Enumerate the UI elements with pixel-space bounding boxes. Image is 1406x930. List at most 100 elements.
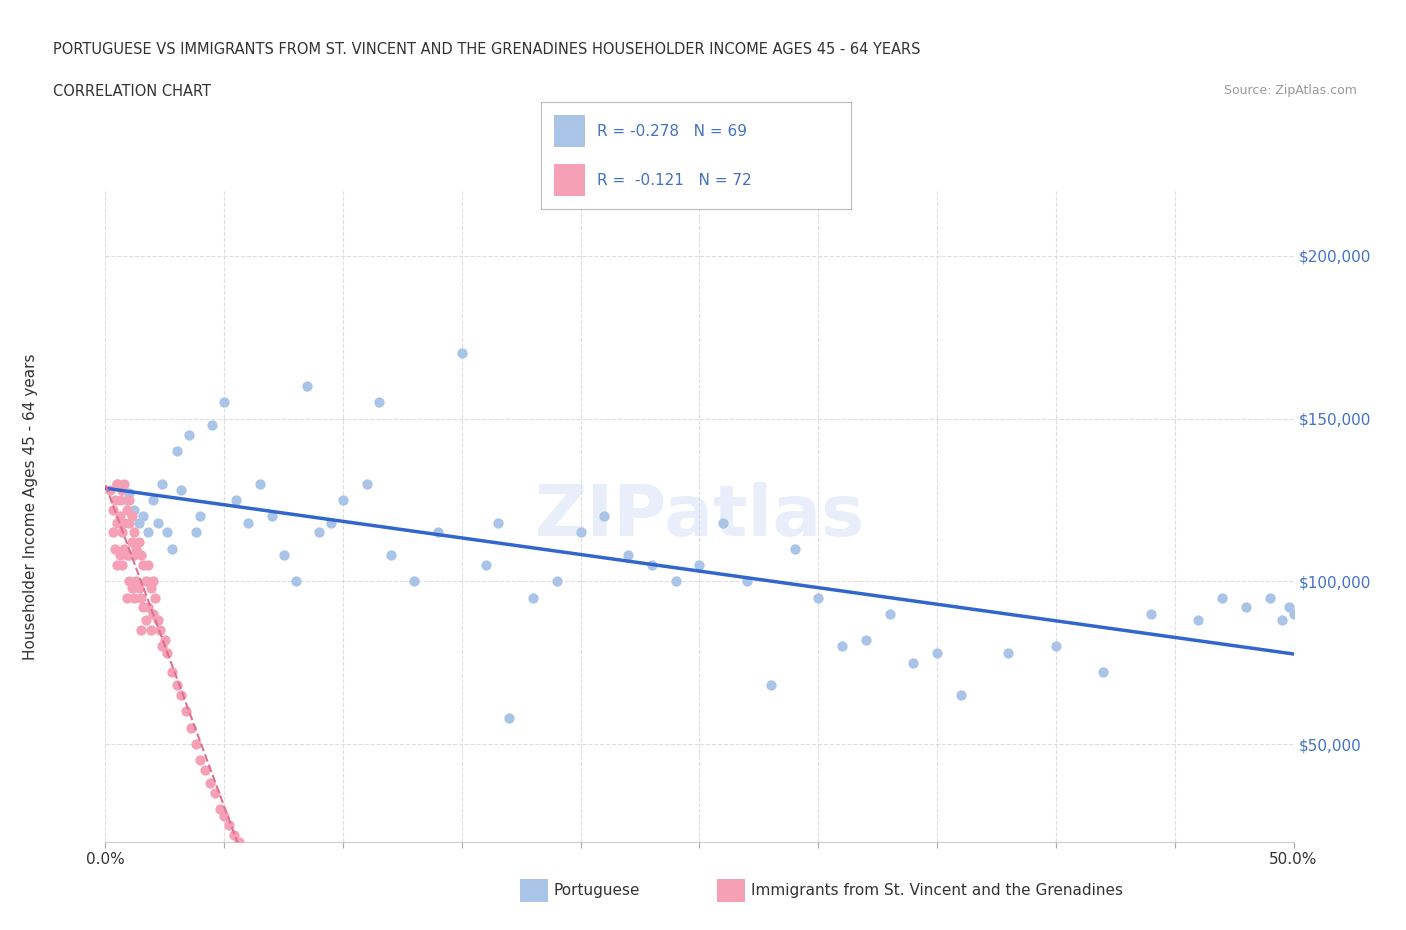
Text: R = -0.278   N = 69: R = -0.278 N = 69 bbox=[598, 124, 747, 139]
Point bbox=[108, 548, 131, 563]
Point bbox=[297, 379, 319, 393]
Point bbox=[121, 580, 143, 595]
Point bbox=[128, 580, 150, 595]
Point bbox=[125, 541, 148, 556]
Point bbox=[114, 476, 136, 491]
Point bbox=[160, 541, 183, 556]
Point bbox=[114, 515, 136, 530]
Point bbox=[569, 525, 592, 540]
Point bbox=[118, 486, 141, 501]
Point bbox=[184, 525, 207, 540]
Point bbox=[166, 678, 188, 693]
Point bbox=[249, 873, 271, 888]
Point bbox=[139, 580, 162, 595]
Point bbox=[177, 428, 200, 443]
Point bbox=[105, 515, 128, 530]
Point bbox=[136, 600, 159, 615]
Point bbox=[214, 808, 236, 823]
Point bbox=[225, 493, 247, 508]
Point bbox=[184, 737, 207, 751]
Point bbox=[111, 558, 134, 573]
Point bbox=[156, 525, 179, 540]
Point bbox=[711, 515, 734, 530]
Point bbox=[122, 548, 145, 563]
Point bbox=[135, 574, 157, 589]
Point bbox=[115, 591, 138, 605]
Point bbox=[111, 525, 134, 540]
Point bbox=[98, 483, 121, 498]
Point bbox=[118, 493, 141, 508]
Point bbox=[273, 548, 295, 563]
Point bbox=[242, 860, 264, 875]
Point bbox=[121, 509, 143, 524]
Point bbox=[180, 720, 202, 735]
Point bbox=[308, 525, 330, 540]
Point bbox=[380, 548, 402, 563]
Point bbox=[143, 591, 166, 605]
Point bbox=[152, 476, 174, 491]
Point bbox=[142, 574, 165, 589]
Point bbox=[122, 525, 145, 540]
Point bbox=[160, 665, 183, 680]
Point bbox=[997, 645, 1019, 660]
Text: Portuguese: Portuguese bbox=[554, 883, 641, 898]
Text: ZIPatlas: ZIPatlas bbox=[534, 482, 865, 551]
Bar bbox=[554, 115, 585, 147]
Point bbox=[332, 493, 354, 508]
Point bbox=[807, 591, 830, 605]
Point bbox=[232, 841, 254, 856]
Point bbox=[222, 828, 245, 843]
Point bbox=[194, 763, 217, 777]
Point bbox=[115, 493, 138, 508]
Point bbox=[831, 639, 853, 654]
Point bbox=[665, 574, 688, 589]
Point bbox=[104, 493, 127, 508]
Point bbox=[903, 656, 925, 671]
Point bbox=[450, 346, 472, 361]
Point bbox=[146, 515, 169, 530]
Point bbox=[166, 444, 188, 458]
Point bbox=[105, 476, 128, 491]
Point bbox=[122, 591, 145, 605]
Point bbox=[190, 509, 212, 524]
Text: R =  -0.121   N = 72: R = -0.121 N = 72 bbox=[598, 173, 752, 188]
Point bbox=[735, 574, 758, 589]
Point bbox=[135, 613, 157, 628]
Point bbox=[1092, 665, 1115, 680]
Point bbox=[122, 502, 145, 517]
Point bbox=[114, 541, 136, 556]
Point bbox=[101, 502, 124, 517]
Point bbox=[132, 509, 155, 524]
Point bbox=[218, 818, 240, 833]
Point bbox=[170, 688, 193, 703]
Point bbox=[879, 606, 901, 621]
Point bbox=[546, 574, 568, 589]
Point bbox=[121, 535, 143, 550]
Point bbox=[129, 623, 152, 638]
Point bbox=[356, 476, 378, 491]
Text: Source: ZipAtlas.com: Source: ZipAtlas.com bbox=[1223, 84, 1357, 97]
Point bbox=[486, 515, 509, 530]
Point bbox=[111, 483, 134, 498]
Point bbox=[128, 535, 150, 550]
Text: Householder Income Ages 45 - 64 years: Householder Income Ages 45 - 64 years bbox=[24, 353, 38, 660]
Point bbox=[759, 678, 782, 693]
Point bbox=[149, 623, 172, 638]
Point bbox=[249, 476, 271, 491]
Point bbox=[593, 509, 616, 524]
Point bbox=[522, 591, 544, 605]
Point bbox=[152, 639, 174, 654]
Point bbox=[427, 525, 450, 540]
Point bbox=[1271, 613, 1294, 628]
Text: PORTUGUESE VS IMMIGRANTS FROM ST. VINCENT AND THE GRENADINES HOUSEHOLDER INCOME : PORTUGUESE VS IMMIGRANTS FROM ST. VINCEN… bbox=[53, 42, 921, 57]
Point bbox=[118, 515, 141, 530]
Point bbox=[1258, 591, 1281, 605]
Point bbox=[118, 574, 141, 589]
Bar bbox=[554, 165, 585, 196]
Point bbox=[1282, 606, 1305, 621]
Point bbox=[321, 515, 343, 530]
Text: CORRELATION CHART: CORRELATION CHART bbox=[53, 84, 211, 99]
Point bbox=[136, 558, 159, 573]
Point bbox=[105, 558, 128, 573]
Point bbox=[498, 711, 520, 725]
